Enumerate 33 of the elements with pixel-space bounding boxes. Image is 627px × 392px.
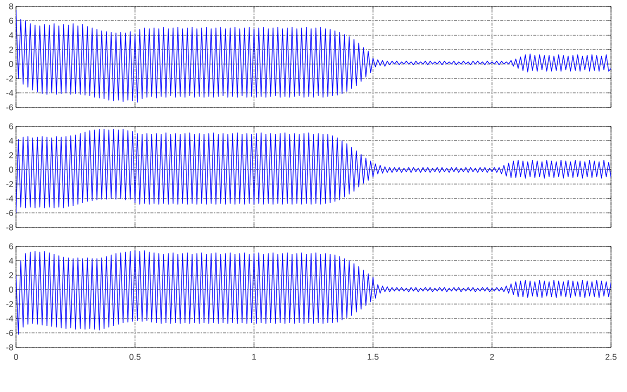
y-tick-label: 4 — [8, 138, 14, 144]
y-tick-label: -8 — [6, 344, 14, 350]
x-tick-label: 1.5 — [368, 354, 379, 360]
y-tick-label: -4 — [6, 90, 14, 96]
y-tick-label: -6 — [6, 104, 14, 110]
line-series — [16, 9, 611, 102]
y-tick-label: -8 — [6, 224, 14, 230]
line-series — [16, 128, 611, 214]
x-tick-label: 0.5 — [129, 354, 141, 360]
y-tick-label: 0 — [9, 60, 14, 67]
y-tick-label: 8 — [9, 3, 14, 10]
y-tick-label: 6 — [9, 243, 14, 250]
y-tick-label: 6 — [9, 123, 14, 130]
y-tick-label: 2 — [9, 272, 14, 278]
y-tick-label: -4 — [6, 195, 14, 202]
y-tick-label: -2 — [6, 180, 14, 187]
y-tick-label: -6 — [6, 210, 14, 216]
y-tick-label: 4 — [8, 258, 14, 264]
y-tick-label: 0 — [9, 286, 14, 292]
y-tick-label: 0 — [9, 166, 14, 172]
y-tick-label: -2 — [6, 75, 14, 82]
y-tick-label: 2 — [9, 46, 14, 52]
y-tick-label: 6 — [9, 18, 14, 24]
y-tick-label: -4 — [6, 315, 14, 322]
line-series — [16, 250, 611, 335]
y-tick-label: -6 — [6, 330, 14, 336]
y-tick-label: 4 — [8, 32, 14, 38]
x-tick-label: 1 — [252, 354, 256, 360]
x-tick-label: 0 — [14, 354, 18, 360]
y-tick-label: -2 — [6, 300, 14, 307]
x-tick-label: 2.5 — [606, 354, 617, 360]
x-tick-label: 2 — [490, 354, 494, 360]
y-tick-label: 2 — [9, 152, 14, 158]
